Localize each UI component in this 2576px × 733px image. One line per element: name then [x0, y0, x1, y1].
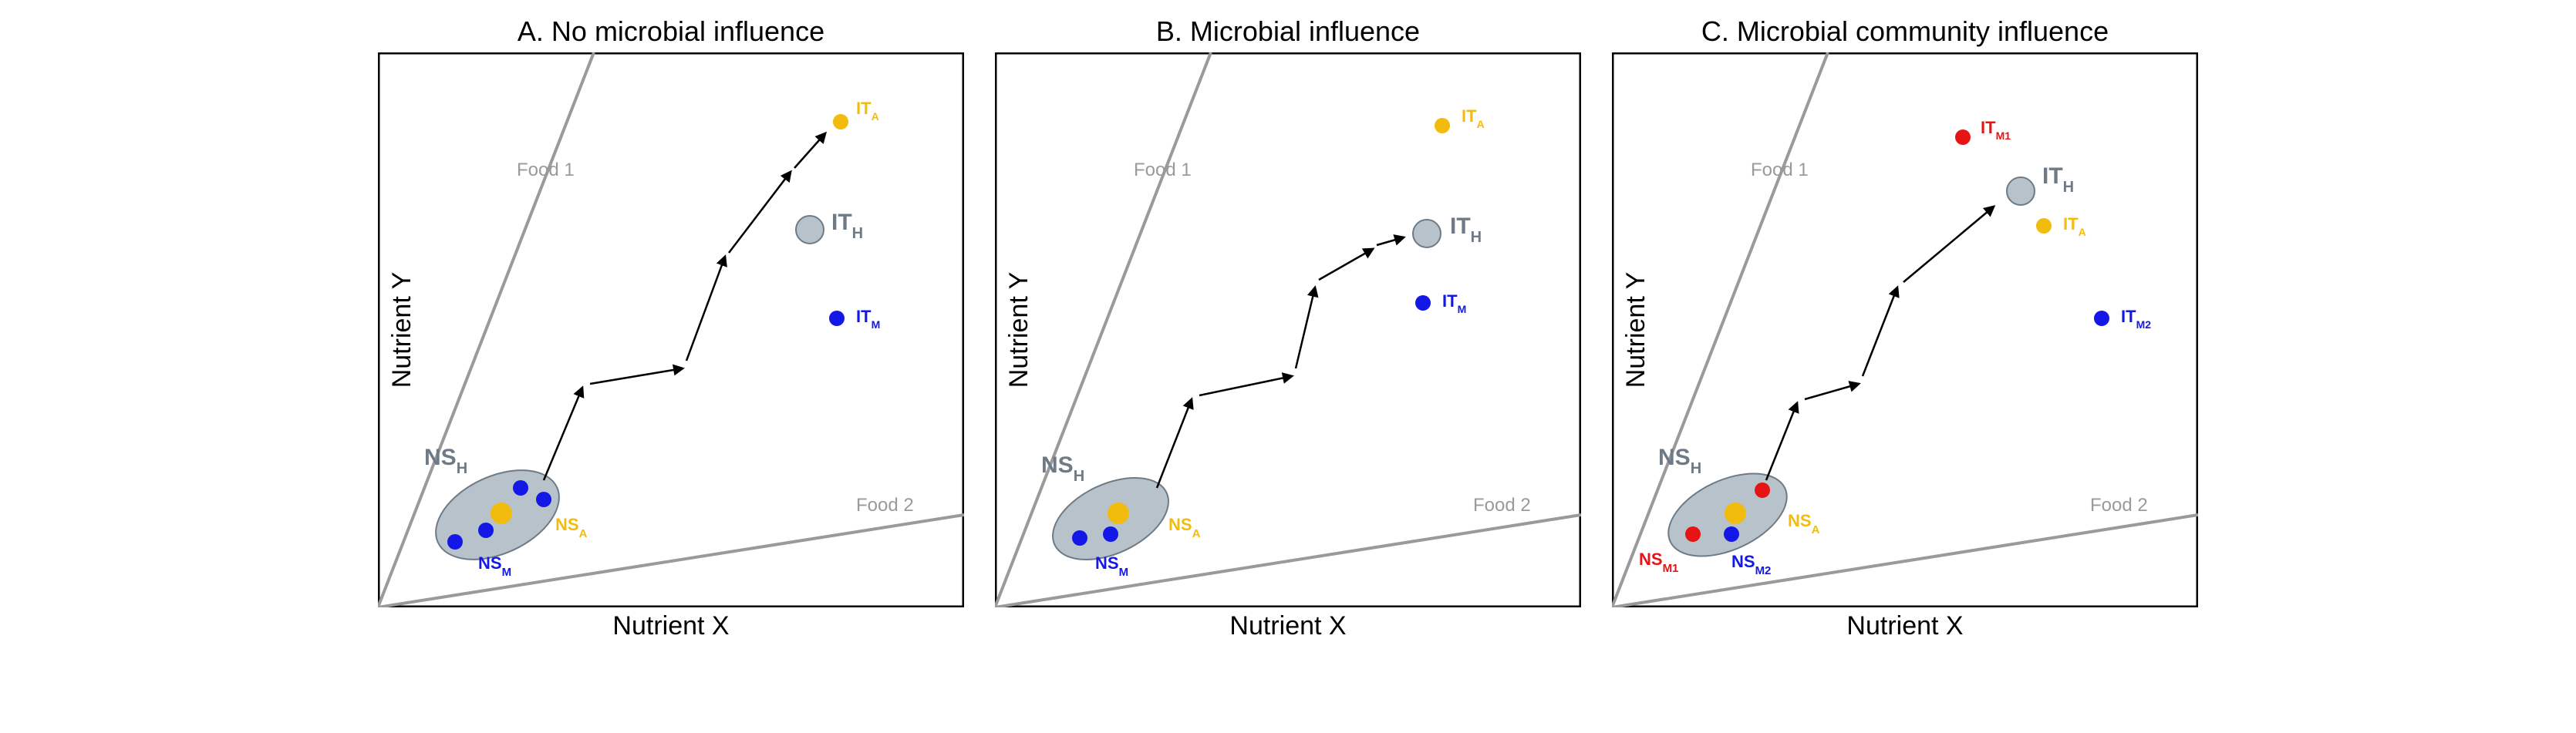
- panel-title: B. Microbial influence: [1156, 15, 1420, 48]
- trajectory-arrow: [1377, 237, 1404, 245]
- x-axis-label: Nutrient X: [612, 611, 729, 641]
- food1-label: Food 1: [1134, 160, 1192, 180]
- trajectory-arrow: [590, 368, 683, 384]
- trajectory-arrow: [1296, 287, 1315, 368]
- x-axis-label: Nutrient X: [1229, 611, 1346, 641]
- trajectory-arrow: [1199, 376, 1292, 395]
- y-axis-label: Nutrient Y: [1004, 272, 1034, 388]
- plot-area: Food 1Food 2NSHNSANSMITAITHITMNutrient Y…: [378, 52, 964, 607]
- trajectory-arrow: [1766, 403, 1797, 480]
- it-label: ITH: [2042, 163, 2074, 196]
- food2-label: Food 2: [2090, 495, 2148, 516]
- ns-point: [1072, 530, 1087, 546]
- trajectory-arrow: [1157, 399, 1192, 488]
- food2-label: Food 2: [856, 495, 914, 516]
- ns-sublabel: NSA: [1788, 511, 1820, 536]
- food1-label: Food 1: [517, 160, 575, 180]
- it-label: ITH: [831, 210, 863, 242]
- nsh-label: NSH: [1041, 452, 1084, 485]
- it-point: [1415, 295, 1431, 311]
- it-point: [796, 216, 824, 244]
- it-label: ITM2: [2121, 307, 2151, 331]
- ns-point: [491, 503, 512, 524]
- y-axis-label: Nutrient Y: [1621, 272, 1651, 388]
- trajectory-arrow: [1863, 287, 1897, 376]
- it-point: [1435, 118, 1450, 133]
- it-label: ITM: [1442, 291, 1466, 315]
- panel-title: A. No microbial influence: [518, 15, 824, 48]
- it-point: [1413, 220, 1441, 247]
- panel-A: A. No microbial influenceFood 1Food 2NSH…: [378, 15, 964, 607]
- ns-sublabel: NSM: [1095, 553, 1128, 579]
- trajectory-arrow: [686, 257, 725, 361]
- panel-title: C. Microbial community influence: [1701, 15, 2109, 48]
- ns-point: [1685, 526, 1701, 542]
- panel-B: B. Microbial influence Food 1 Food 2 NSH NSA…: [995, 15, 1581, 607]
- ns-point: [1724, 526, 1739, 542]
- it-label: ITA: [1462, 106, 1485, 130]
- ns-point: [536, 492, 551, 507]
- trajectory-arrow: [794, 133, 825, 168]
- ns-sublabel: NSM: [478, 553, 511, 579]
- ns-point: [1755, 483, 1770, 498]
- panel-C: C. Microbial community influence Food 1 Fo…: [1612, 15, 2198, 607]
- it-point: [1955, 129, 1971, 145]
- plot-area: Food 1Food 2NSHNSANSM2NSM1ITM1ITHITAITM2…: [1612, 52, 2198, 607]
- it-label: ITH: [1450, 214, 1482, 246]
- trajectory-arrow: [544, 388, 582, 480]
- food2-label: Food 2: [1473, 495, 1531, 516]
- panels-row: A. No microbial influence Food 1 Food 2 NSH…: [15, 15, 2561, 607]
- it-label: ITM1: [1981, 118, 2011, 142]
- ns-point: [478, 523, 494, 538]
- it-point: [833, 114, 848, 129]
- trajectory-arrow: [1319, 249, 1373, 280]
- trajectory-arrow: [729, 172, 791, 253]
- ns-sublabel: NSA: [1168, 515, 1201, 540]
- it-point: [2007, 177, 2035, 205]
- ns-point: [513, 480, 528, 496]
- ns-sublabel: NSM1: [1639, 550, 1678, 575]
- it-point: [2036, 218, 2052, 234]
- ns-sublabel: NSM2: [1731, 552, 1771, 577]
- trajectory-arrow: [1805, 384, 1859, 399]
- ns-point: [1108, 503, 1129, 524]
- ns-point: [1725, 503, 1746, 524]
- y-axis-label: Nutrient Y: [387, 272, 417, 388]
- it-point: [2094, 311, 2109, 326]
- x-axis-label: Nutrient X: [1846, 611, 1963, 641]
- it-label: ITA: [856, 99, 879, 123]
- it-point: [829, 311, 845, 326]
- trajectory-arrow: [1903, 207, 1994, 282]
- it-label: ITA: [2063, 214, 2086, 238]
- food1-label: Food 1: [1751, 160, 1809, 180]
- plot-area: Food 1 Food 2 NSH NSA NSM ITA ITH ITM Nutrient Y…: [995, 52, 1581, 607]
- ns-point: [447, 534, 463, 550]
- ns-sublabel: NSA: [555, 515, 588, 540]
- ns-point: [1103, 526, 1118, 542]
- it-label: ITM: [856, 307, 880, 331]
